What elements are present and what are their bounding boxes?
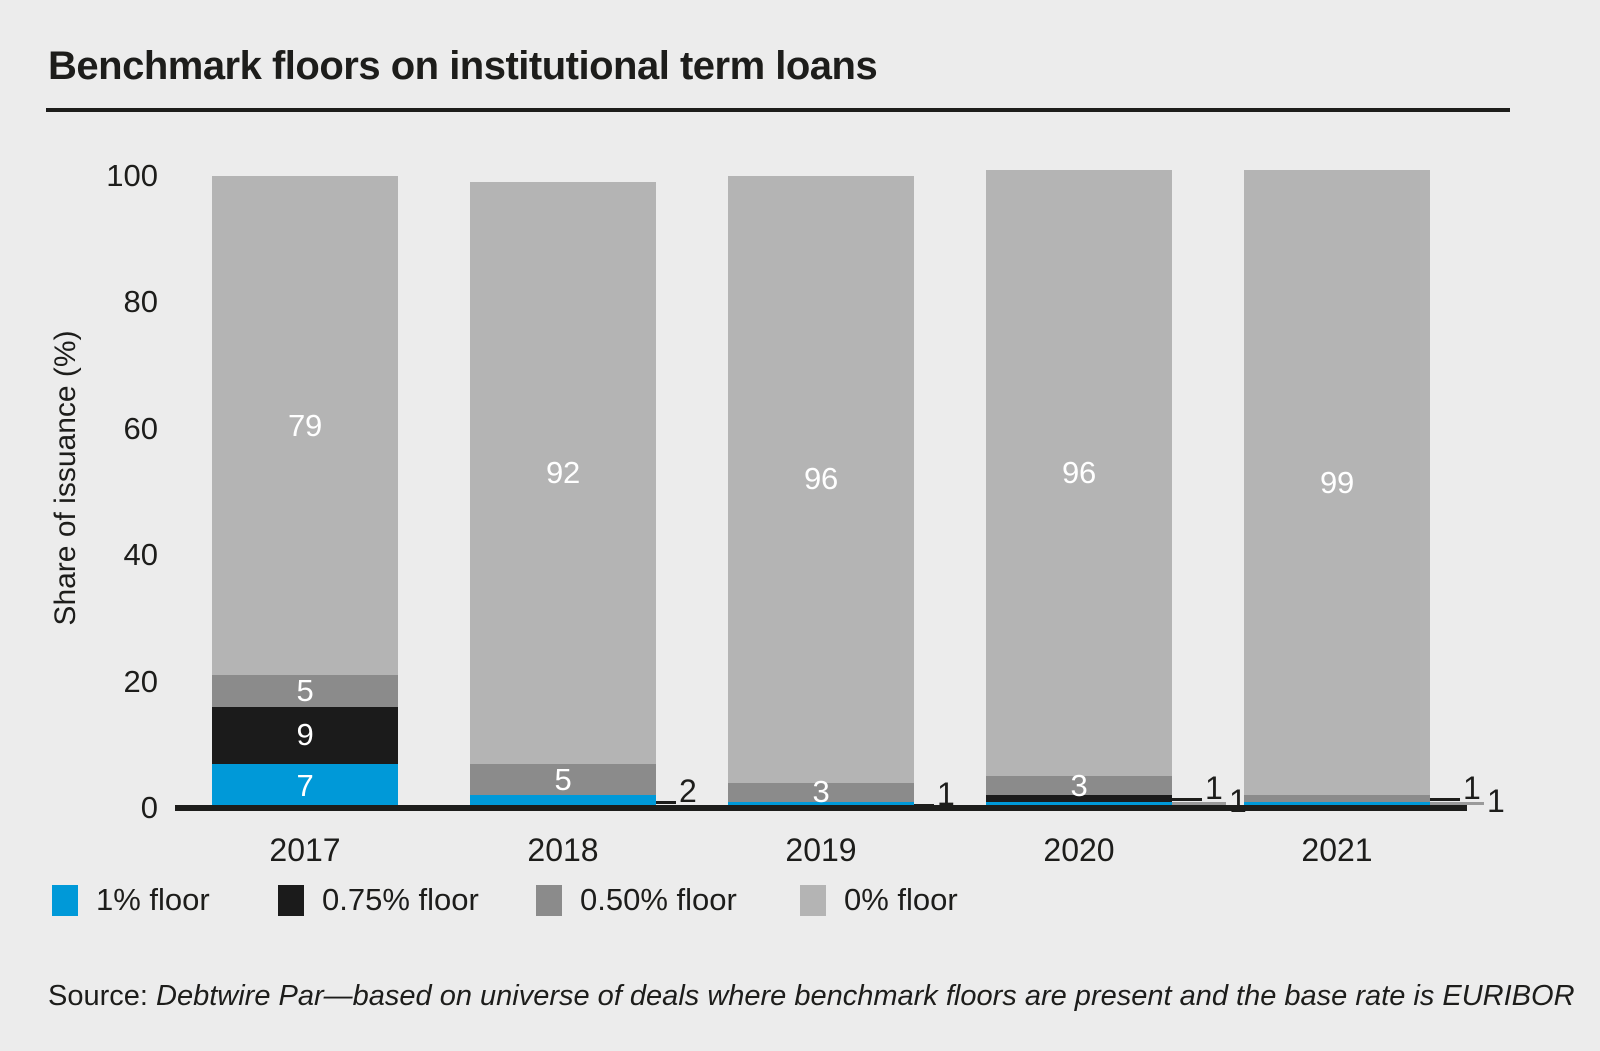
bar-segment-2019-0floor (728, 176, 914, 783)
y-tick-label: 20 (123, 663, 158, 699)
bar-segment-2019-1floor (728, 801, 914, 808)
source-prefix: Source: (48, 980, 148, 1012)
legend-item-050floor: 0.50% floor (536, 882, 737, 918)
y-tick-label: 100 (106, 158, 158, 193)
leader-line (1430, 801, 1484, 805)
legend-swatch (800, 884, 826, 916)
x-tick-label: 2021 (1301, 832, 1373, 868)
x-axis-line (175, 805, 1467, 811)
source-text: Debtwire Par—based on universe of deals … (156, 980, 1575, 1012)
leader-line (914, 803, 934, 807)
bar-value-label: 99 (1320, 464, 1354, 500)
x-tick-label: 2019 (785, 832, 857, 868)
legend-item-0floor: 0% floor (800, 882, 958, 918)
bar-segment-2020-075floor (986, 795, 1172, 802)
title-rule (46, 108, 1510, 112)
bar-segment-2020-050floor (986, 776, 1172, 796)
bar-segment-2020-1floor (986, 801, 1172, 808)
leader-line (1172, 801, 1226, 805)
bar-value-label: 7 (296, 767, 314, 803)
bar-value-label: 3 (1070, 767, 1088, 803)
legend-label: 0% floor (844, 882, 958, 917)
bar-value-label: 96 (804, 461, 838, 497)
leader-line (1172, 797, 1202, 801)
bar-segment-2017-050floor (212, 675, 398, 707)
y-axis-label: Share of issuance (%) (49, 330, 82, 626)
bar-segment-2017-0floor (212, 176, 398, 676)
bar-value-label-outside: 2 (679, 772, 697, 809)
legend-item-075floor: 0.75% floor (278, 882, 479, 918)
x-tick-label: 2017 (269, 832, 341, 868)
source-note: Source: Debtwire Par—based on universe o… (48, 980, 1575, 1013)
legend-label: 1% floor (96, 882, 210, 917)
bar-segment-2019-050floor (728, 782, 914, 802)
y-tick-label: 0 (140, 790, 158, 825)
bar-value-label: 79 (288, 407, 322, 443)
legend-item-1floor: 1% floor (52, 882, 210, 918)
legend-swatch (278, 884, 304, 916)
bar-segment-2021-050floor (1244, 795, 1430, 802)
leader-line (656, 800, 676, 804)
bar-segment-2021-0floor (1244, 169, 1430, 796)
bar-segment-2018-050floor (470, 763, 656, 796)
bar-value-label: 5 (296, 673, 314, 709)
bar-value-label-outside: 1 (1463, 769, 1481, 806)
y-tick-label: 60 (123, 410, 158, 446)
bar-segment-2017-075floor (212, 706, 398, 764)
leader-line (1430, 797, 1460, 801)
legend-label: 0.75% floor (322, 882, 479, 917)
bar-value-label: 5 (554, 761, 572, 797)
bar-segment-2017-1floor (212, 763, 398, 808)
bar-value-label-outside: 1 (937, 775, 955, 812)
legend-label: 0.50% floor (580, 882, 737, 917)
bar-value-label-outside: 1 (1229, 782, 1247, 819)
chart-title: Benchmark floors on institutional term l… (48, 44, 878, 88)
bar-value-label: 9 (296, 717, 314, 753)
bar-segment-2021-1floor (1244, 801, 1430, 808)
x-tick-label: 2020 (1043, 832, 1115, 868)
bar-value-label: 3 (812, 774, 830, 810)
bar-segment-2020-0floor (986, 169, 1172, 777)
x-tick-label: 2018 (527, 832, 599, 868)
bar-value-label: 92 (546, 455, 580, 491)
y-tick-label: 40 (123, 537, 158, 573)
bar-value-label: 96 (1062, 455, 1096, 491)
y-tick-label: 80 (123, 284, 158, 320)
legend-swatch (52, 884, 78, 916)
bar-segment-2018-0floor (470, 182, 656, 764)
bar-segment-2018-1floor (470, 795, 656, 808)
bar-value-label-outside: 1 (1205, 769, 1223, 806)
bar-value-label-outside: 1 (1487, 782, 1505, 819)
legend-swatch (536, 884, 562, 916)
